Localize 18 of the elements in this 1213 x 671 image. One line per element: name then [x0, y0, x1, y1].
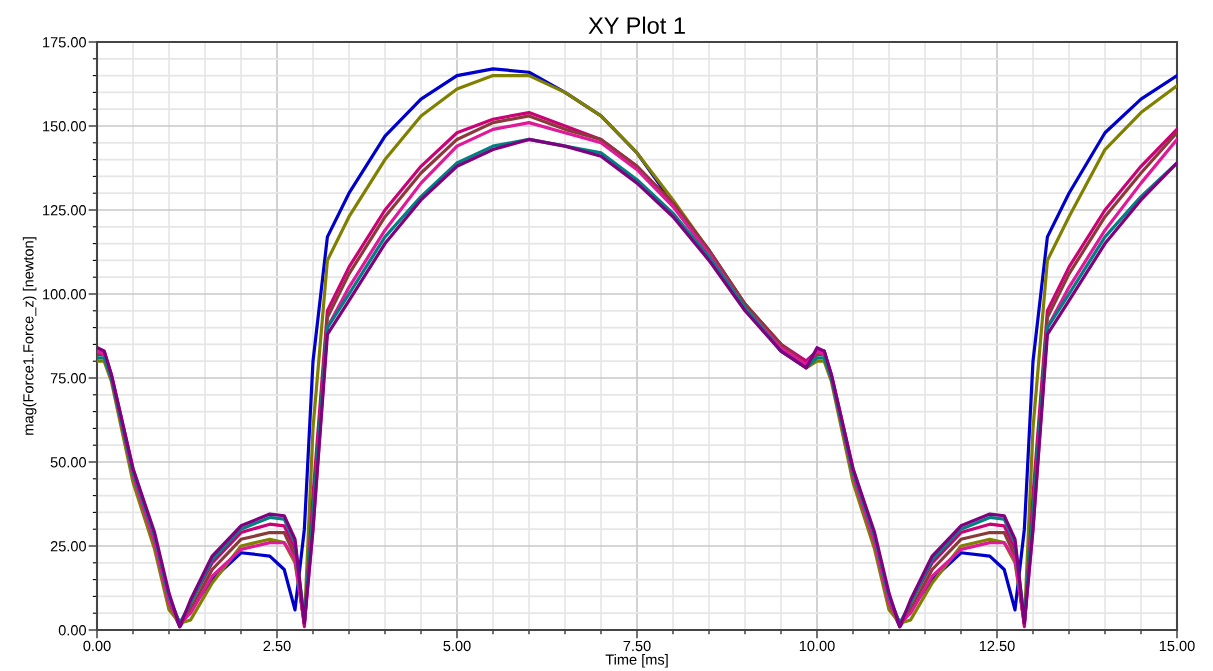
x-tick-label: 12.50 [979, 640, 1015, 652]
x-tick-label: 15.00 [1159, 640, 1195, 652]
x-tick-label: 10.00 [799, 640, 835, 652]
y-tick-label: 100.00 [43, 289, 87, 300]
y-axis-title: mag(Force1.Force_z) [newton] [22, 237, 37, 435]
y-tick-label: 0.00 [58, 625, 87, 636]
x-tick-label: 0.00 [83, 640, 111, 652]
x-tick-label: 5.00 [443, 640, 471, 652]
y-tick-label: 25.00 [50, 541, 87, 552]
y-tick-label: 125.00 [43, 205, 87, 216]
x-axis-title: Time [ms] [605, 654, 668, 668]
y-tick-label: 175.00 [43, 37, 87, 48]
x-tick-label: 2.50 [263, 640, 291, 652]
y-tick-label: 50.00 [50, 457, 87, 468]
x-tick-label: 7.50 [623, 640, 651, 652]
y-tick-label: 75.00 [50, 373, 87, 384]
y-tick-label: 150.00 [43, 121, 87, 132]
chart-title: XY Plot 1 [588, 16, 685, 34]
